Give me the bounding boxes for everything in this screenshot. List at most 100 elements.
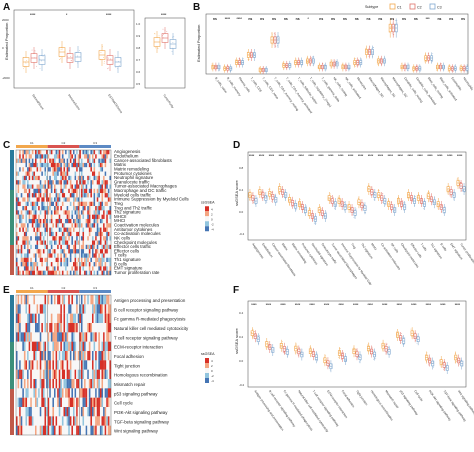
panel-e-cell	[96, 304, 99, 314]
panel-e-cell	[93, 341, 96, 352]
panel-c-cell	[90, 227, 93, 232]
panel-c-cell	[85, 236, 88, 241]
panel-c-cell	[96, 171, 99, 176]
panel-e-cell	[109, 369, 112, 380]
panel-e-cell	[73, 407, 75, 417]
panel-e-cell	[74, 379, 77, 389]
panel-c-cell	[52, 206, 55, 211]
panel-c-cell	[73, 206, 75, 211]
panel-b-box-point	[448, 69, 449, 71]
panel-c-cell	[106, 249, 108, 254]
panel-c-cell	[96, 150, 99, 155]
panel-b-box-point	[341, 64, 343, 66]
panel-c-cell	[85, 266, 88, 271]
panel-d-box-point	[290, 197, 292, 199]
panel-c-cell	[93, 218, 96, 224]
panel-c-cell	[49, 240, 51, 245]
panel-b-box-point	[253, 53, 254, 55]
panel-c-cell	[92, 270, 94, 276]
panel-e-cell	[39, 388, 42, 398]
panel-c-cell	[104, 262, 107, 267]
panel-a-box-TumorPurity-point	[164, 29, 166, 31]
panel-e-cell	[88, 341, 91, 352]
panel-c-cell	[23, 201, 26, 207]
panel-c-cell	[73, 158, 75, 164]
panel-d-ytick: 0.4	[239, 188, 244, 192]
panel-c-cell	[38, 249, 40, 254]
panel-c-cell	[82, 270, 85, 276]
panel-e-cell	[46, 425, 48, 436]
panel-c-cell	[25, 253, 28, 258]
panel-e-cell	[73, 304, 75, 314]
panel-e-cell	[103, 351, 105, 361]
panel-f-box-point	[396, 334, 398, 336]
panel-c-cell	[52, 266, 55, 271]
panel-d-box-point	[401, 204, 403, 206]
panel-c-cell	[103, 249, 105, 254]
panel-e-cell	[42, 351, 45, 361]
panel-c-cell	[16, 257, 18, 263]
panel-e-cell	[22, 397, 25, 408]
panel-e-cell	[66, 313, 69, 324]
panel-e-cell	[80, 295, 83, 305]
panel-c-cell	[92, 218, 94, 224]
panel-e-legend-title: ssGSEA	[201, 352, 215, 356]
panel-c-cell	[77, 197, 80, 202]
panel-e-cell	[77, 369, 80, 380]
panel-f-box-point	[328, 363, 330, 364]
panel-e-legend-swatch	[205, 368, 209, 373]
panel-c-cell	[35, 218, 37, 224]
panel-b-box-point	[277, 45, 279, 47]
panel-c-cell	[79, 214, 82, 220]
panel-f-sig: ****	[309, 303, 315, 307]
panel-d-box-point	[457, 185, 459, 187]
panel-e-cell	[49, 388, 51, 398]
panel-e-cell	[84, 369, 86, 380]
panel-b-box-point	[425, 53, 426, 55]
panel-c-cell	[22, 214, 25, 220]
panel-c-cell	[55, 210, 58, 215]
panel-e-cell	[66, 295, 69, 305]
panel-e-cell	[47, 304, 50, 314]
panel-c-row-label: Cancer-associated fibroblasts	[114, 158, 173, 163]
panel-c-cell	[76, 175, 78, 181]
panel-e-cell	[47, 332, 50, 342]
panel-c-cell	[71, 180, 74, 185]
panel-c-cell	[19, 223, 21, 228]
panel-d-box-point	[369, 186, 371, 188]
panel-d-sig: ****	[437, 154, 443, 158]
panel-b-box-point	[384, 59, 386, 61]
panel-c-cell	[95, 227, 97, 232]
panel-c-cell	[98, 180, 101, 185]
panel-b-box-point	[288, 65, 290, 66]
panel-b-box-point	[306, 57, 308, 59]
panel-c-cell	[35, 257, 37, 263]
panel-e-cell	[38, 341, 40, 352]
panel-c-cell	[106, 193, 108, 198]
panel-c-cell	[69, 223, 72, 228]
panel-c-cell	[60, 197, 63, 202]
panel-f-box-point	[415, 337, 416, 339]
panel-e-cell	[25, 388, 28, 398]
panel-c-cell	[74, 180, 77, 185]
panel-c-cell	[30, 197, 32, 202]
panel-e-cell	[54, 313, 56, 324]
panel-c-cell	[49, 214, 51, 220]
panel-d-box-point	[424, 206, 425, 208]
panel-c-cell	[42, 162, 45, 168]
panel-c-cell	[109, 218, 112, 224]
panel-d-box-point	[405, 206, 407, 208]
panel-c-cell	[87, 262, 89, 267]
panel-c-cell	[31, 214, 34, 220]
panel-c-cell	[71, 175, 74, 181]
panel-d-box-point	[278, 193, 280, 195]
panel-e-cell	[49, 351, 51, 361]
panel-c-cell	[22, 244, 25, 250]
panel-c-cell	[46, 253, 48, 258]
panel-c-cell	[49, 227, 51, 232]
panel-d-box-point	[388, 201, 390, 203]
panel-c-cell	[46, 223, 48, 228]
panel-b-box-point	[298, 62, 299, 64]
panel-e-cell	[104, 407, 107, 417]
